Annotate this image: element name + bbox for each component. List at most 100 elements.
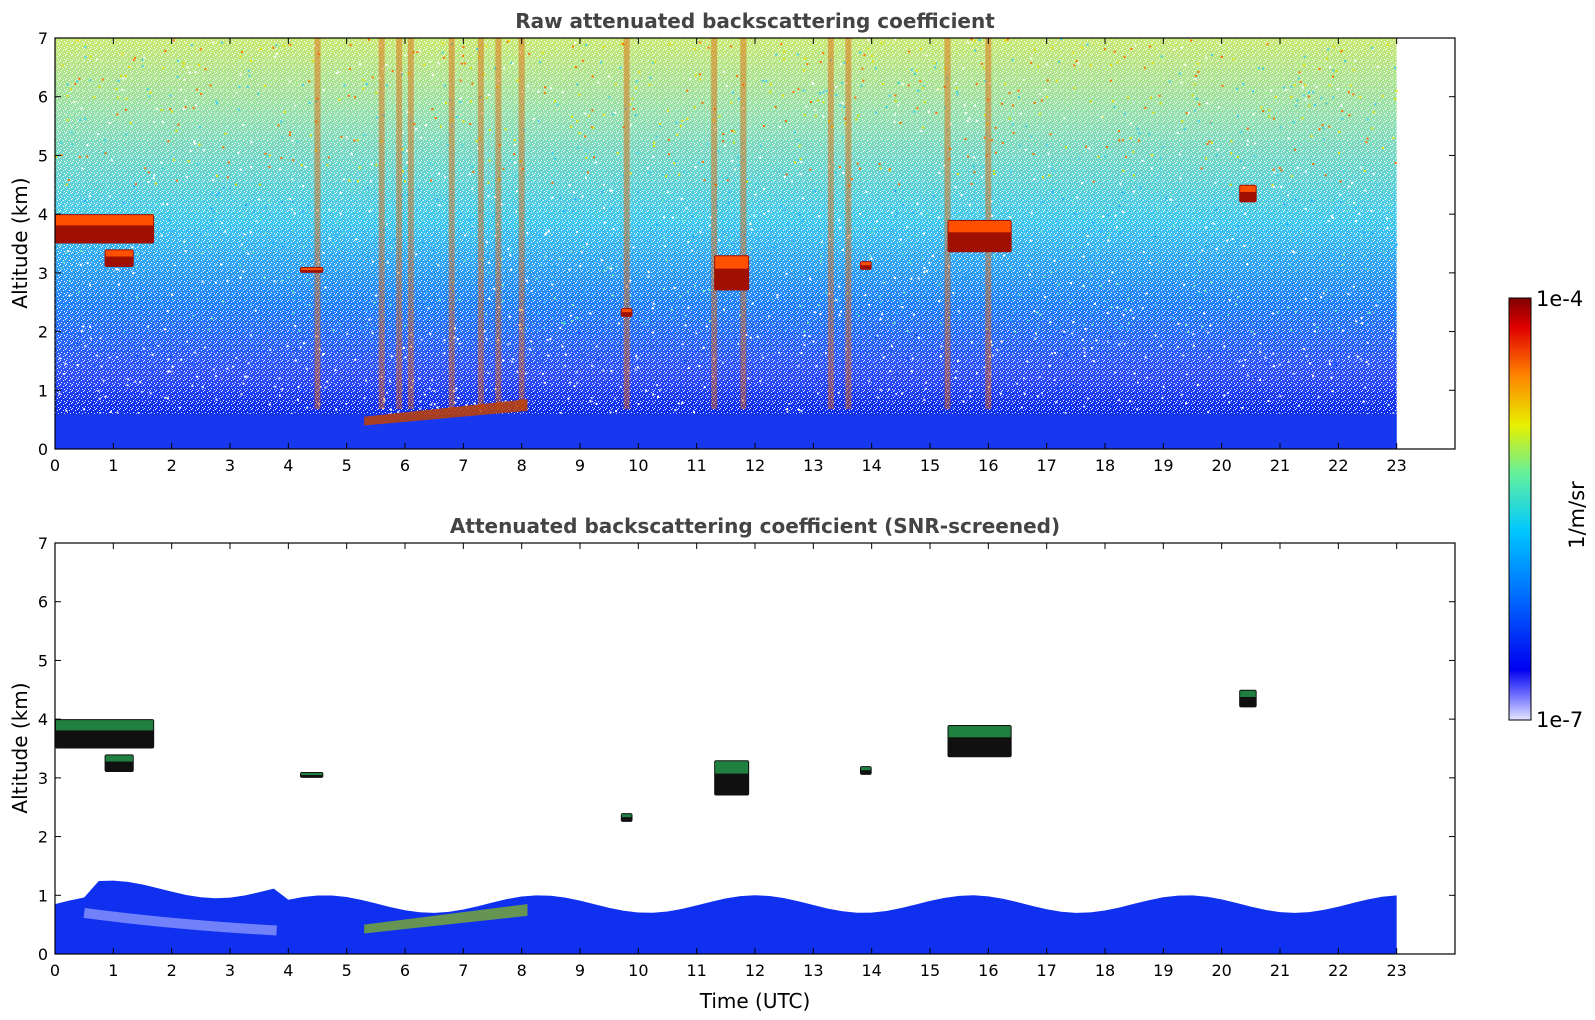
noise-pixel	[955, 370, 958, 373]
noise-pixel	[356, 139, 359, 142]
noise-pixel	[160, 161, 163, 164]
noise-pixel	[1081, 182, 1084, 185]
noise-pixel	[239, 73, 242, 76]
noise-pixel	[1083, 272, 1086, 275]
noise-pixel	[70, 131, 73, 134]
noise-pixel	[360, 326, 363, 329]
noise-pixel	[519, 167, 522, 170]
noise-pixel	[895, 373, 898, 376]
noise-pixel	[1183, 283, 1186, 286]
noise-pixel	[1360, 316, 1363, 319]
noise-pixel	[434, 117, 437, 120]
noise-pixel	[646, 320, 649, 323]
noise-pixel	[1282, 86, 1285, 89]
noise-pixel	[970, 205, 973, 208]
noise-pixel	[1205, 157, 1208, 160]
noise-pixel	[357, 180, 360, 183]
noise-pixel	[307, 204, 310, 207]
noise-pixel	[602, 46, 605, 49]
noise-pixel	[653, 60, 656, 63]
noise-pixel	[683, 171, 686, 174]
noise-pixel	[1330, 253, 1333, 256]
noise-pixel	[59, 244, 62, 247]
noise-pixel	[1057, 292, 1060, 295]
noise-pixel	[117, 283, 120, 286]
y-tick-label: 1	[38, 886, 48, 905]
noise-pixel	[803, 330, 806, 333]
noise-pixel	[1132, 174, 1135, 177]
noise-pixel	[1192, 332, 1195, 335]
noise-pixel	[291, 178, 294, 181]
noise-pixel	[1220, 55, 1223, 58]
noise-pixel	[1110, 64, 1113, 67]
noise-pixel	[1308, 362, 1311, 365]
y-tick-label: 4	[38, 205, 48, 224]
noise-pixel	[504, 128, 507, 131]
noise-pixel	[216, 174, 219, 177]
noise-pixel	[151, 212, 154, 215]
noise-pixel	[722, 70, 725, 73]
noise-pixel	[661, 199, 664, 202]
noise-pixel	[267, 200, 270, 203]
noise-pixel	[1331, 390, 1334, 393]
noise-pixel	[161, 203, 164, 206]
noise-pixel	[679, 125, 682, 128]
noise-pixel	[919, 300, 922, 303]
noise-pixel	[220, 41, 223, 44]
noise-pixel	[275, 44, 278, 47]
noise-pixel	[925, 212, 928, 215]
noise-pixel	[451, 125, 454, 128]
noise-pixel	[983, 286, 986, 289]
noise-pixel	[1268, 115, 1271, 118]
noise-pixel	[674, 409, 677, 412]
noise-pixel	[1278, 363, 1281, 366]
noise-pixel	[1083, 347, 1086, 350]
noise-pixel	[480, 258, 483, 261]
noise-pixel	[1325, 299, 1328, 302]
noise-pixel	[1149, 96, 1152, 99]
noise-pixel	[1210, 281, 1213, 284]
noise-pixel	[816, 392, 819, 395]
noise-pixel	[1341, 110, 1344, 113]
noise-pixel	[1092, 180, 1095, 183]
noise-pixel	[346, 332, 349, 335]
noise-pixel	[1218, 106, 1221, 109]
noise-pixel	[93, 96, 96, 99]
noise-pixel	[1125, 155, 1128, 158]
noise-pixel	[455, 116, 458, 119]
noise-pixel	[1354, 59, 1357, 62]
noise-pixel	[215, 281, 218, 284]
noise-pixel	[662, 192, 665, 195]
noise-pixel	[255, 220, 258, 223]
noise-pixel	[602, 183, 605, 186]
noise-pixel	[647, 240, 650, 243]
noise-pixel	[627, 370, 630, 373]
noise-pixel	[375, 163, 378, 166]
noise-pixel	[334, 369, 337, 372]
noise-pixel	[988, 82, 991, 85]
noise-pixel	[956, 93, 959, 96]
noise-pixel	[1144, 356, 1147, 359]
noise-pixel	[276, 289, 279, 292]
noise-pixel	[1084, 145, 1087, 148]
x-axis: 0 1 2 3 4 5 6 7 8 9 10 11 12 13 14 15 16 17 18 19 20 21 22 23	[50, 543, 1407, 980]
noise-pixel	[1261, 201, 1264, 204]
noise-pixel	[449, 404, 452, 407]
noise-pixel	[1208, 356, 1211, 359]
noise-pixel	[857, 114, 860, 117]
noise-pixel	[1366, 137, 1369, 140]
cloud-edge	[56, 215, 154, 226]
noise-pixel	[1154, 334, 1157, 337]
noise-pixel	[519, 309, 522, 312]
noise-pixel	[171, 365, 174, 368]
noise-pixel	[879, 224, 882, 227]
noise-pixel	[176, 59, 179, 62]
noise-pixel	[725, 176, 728, 179]
noise-pixel	[497, 79, 500, 82]
noise-pixel	[129, 341, 132, 344]
noise-pixel	[198, 143, 201, 146]
noise-pixel	[575, 316, 578, 319]
noise-pixel	[196, 375, 199, 378]
noise-pixel	[1228, 249, 1231, 252]
noise-pixel	[1095, 248, 1098, 251]
